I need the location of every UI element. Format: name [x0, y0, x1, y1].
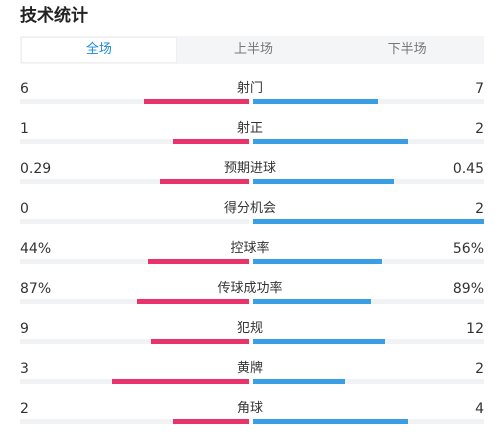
stat-row-possession: 44% 控球率 56%	[0, 240, 500, 270]
home-bar	[173, 419, 249, 424]
away-value: 12	[466, 321, 484, 337]
away-bar	[253, 219, 484, 224]
away-value: 56%	[452, 241, 484, 257]
home-bar	[136, 299, 249, 304]
stat-label: 传球成功率	[217, 281, 283, 296]
stat-row-pass-accuracy: 87% 传球成功率 89%	[0, 280, 500, 310]
away-value: 2	[475, 121, 484, 137]
stat-label: 射正	[236, 121, 263, 136]
tab-full-match[interactable]: 全场	[21, 37, 177, 63]
away-bar-track	[253, 139, 484, 144]
stat-label: 射门	[236, 81, 263, 96]
home-value: 9	[20, 321, 29, 337]
home-bar-track	[20, 419, 249, 424]
stat-label: 控球率	[230, 241, 270, 256]
stat-label: 预期进球	[223, 161, 276, 176]
stat-row-shots: 6 射门 7	[0, 80, 500, 110]
stat-label: 犯规	[236, 321, 263, 336]
home-bar-track	[20, 299, 249, 304]
tab-first-half[interactable]: 上半场	[234, 42, 274, 57]
away-bar	[253, 379, 346, 384]
away-value: 2	[475, 361, 484, 377]
home-bar-track	[20, 99, 249, 104]
period-tabs: 全场 上半场 下半场	[20, 36, 484, 64]
stat-label: 得分机会	[223, 201, 276, 216]
away-bar-track	[253, 339, 484, 344]
home-bar	[173, 139, 249, 144]
away-value: 2	[475, 201, 484, 217]
home-value: 0	[20, 201, 29, 217]
home-bar-track	[20, 379, 249, 384]
home-bar	[148, 259, 249, 264]
stat-row-corners: 2 角球 4	[0, 400, 500, 430]
away-bar	[253, 259, 383, 264]
away-bar-track	[253, 99, 484, 104]
away-bar	[253, 419, 408, 424]
tab-second-half[interactable]: 下半场	[387, 42, 427, 57]
stat-row-yellow-cards: 3 黄牌 2	[0, 360, 500, 390]
stat-label: 角球	[236, 401, 263, 416]
home-bar-track	[20, 339, 249, 344]
away-bar	[253, 339, 385, 344]
home-value: 1	[20, 121, 29, 137]
away-value: 89%	[452, 281, 484, 297]
page-title: 技术统计	[20, 6, 88, 26]
home-bar	[150, 339, 249, 344]
stat-row-fouls: 9 犯规 12	[0, 320, 500, 350]
home-value: 44%	[20, 241, 52, 257]
home-bar	[143, 99, 249, 104]
away-bar	[253, 139, 408, 144]
away-bar-track	[253, 379, 484, 384]
stat-row-big-chances: 0 得分机会 2	[0, 200, 500, 230]
away-bar	[253, 179, 394, 184]
away-value: 7	[475, 81, 484, 97]
away-value: 0.45	[452, 161, 484, 177]
home-value: 0.29	[20, 161, 52, 177]
home-value: 87%	[20, 281, 52, 297]
home-value: 6	[20, 81, 29, 97]
home-bar-track	[20, 259, 249, 264]
home-bar	[111, 379, 249, 384]
home-value: 3	[20, 361, 29, 377]
away-value: 4	[475, 401, 484, 417]
away-bar-track	[253, 419, 484, 424]
away-bar-track	[253, 259, 484, 264]
home-bar-track	[20, 139, 249, 144]
stat-label: 黄牌	[236, 361, 263, 376]
stat-row-expected-goals: 0.29 预期进球 0.45	[0, 160, 500, 190]
away-bar	[253, 299, 371, 304]
home-bar-track	[20, 179, 249, 184]
home-bar-track	[20, 219, 249, 224]
away-bar	[253, 99, 378, 104]
home-bar	[159, 179, 249, 184]
away-bar-track	[253, 179, 484, 184]
home-value: 2	[20, 401, 29, 417]
away-bar-track	[253, 219, 484, 224]
stat-row-shots-on-target: 1 射正 2	[0, 120, 500, 150]
away-bar-track	[253, 299, 484, 304]
